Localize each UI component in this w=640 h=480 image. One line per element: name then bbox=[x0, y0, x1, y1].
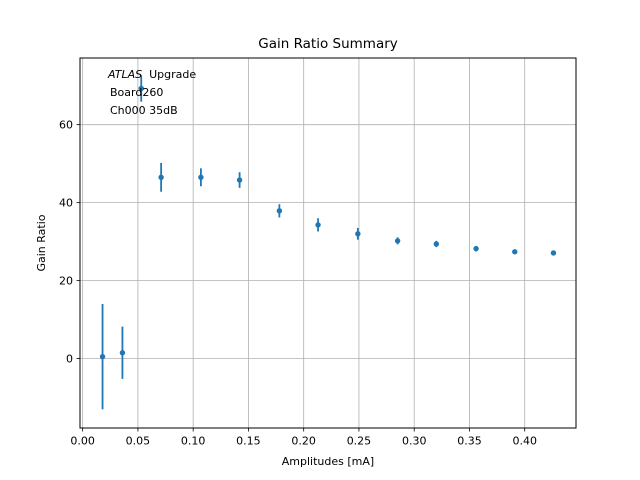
data-point bbox=[276, 208, 283, 214]
x-axis-label: Amplitudes [mA] bbox=[282, 455, 374, 468]
y-axis-label: Gain Ratio bbox=[35, 214, 48, 271]
x-tick-label: 0.30 bbox=[402, 435, 427, 448]
x-tick-label: 0.00 bbox=[70, 435, 95, 448]
x-tick-label: 0.15 bbox=[236, 435, 261, 448]
data-point bbox=[119, 350, 126, 356]
annotation-line2: Board260 bbox=[110, 86, 163, 99]
data-point bbox=[158, 174, 164, 181]
data-point bbox=[433, 241, 440, 247]
data-point bbox=[198, 174, 204, 181]
x-axis-ticks: 0.00 0.05 0.10 0.15 0.20 0.25 0.30 0.35 0.40 bbox=[70, 428, 537, 448]
y-tick-label: 60 bbox=[59, 119, 73, 132]
x-tick-label: 0.05 bbox=[126, 435, 151, 448]
plot-area bbox=[80, 58, 576, 428]
x-tick-label: 0.25 bbox=[347, 435, 372, 448]
y-axis-ticks: 0 20 40 60 bbox=[59, 119, 80, 366]
x-tick-label: 0.40 bbox=[512, 435, 537, 448]
data-point bbox=[315, 222, 321, 228]
x-tick-label: 0.10 bbox=[181, 435, 206, 448]
y-tick-label: 0 bbox=[66, 353, 73, 366]
grid bbox=[80, 58, 576, 428]
y-tick-label: 40 bbox=[59, 197, 73, 210]
chart-title: Gain Ratio Summary bbox=[258, 36, 398, 52]
data-point bbox=[236, 177, 243, 183]
data-point bbox=[473, 245, 479, 252]
data-point bbox=[355, 231, 361, 237]
annotation-line1: ATLAS Upgrade bbox=[107, 68, 196, 81]
data-point bbox=[394, 238, 401, 244]
x-tick-label: 0.35 bbox=[457, 435, 482, 448]
data-point bbox=[138, 85, 144, 92]
annotation-upgrade: Upgrade bbox=[149, 68, 196, 81]
data-series bbox=[99, 75, 557, 410]
plot-border bbox=[79, 57, 577, 429]
annotation-line3: Ch000 35dB bbox=[110, 104, 178, 117]
annotation-experiment: ATLAS bbox=[107, 68, 142, 81]
data-point bbox=[550, 250, 557, 256]
y-tick-label: 20 bbox=[59, 275, 73, 288]
data-point bbox=[512, 249, 518, 255]
x-tick-label: 0.20 bbox=[291, 435, 316, 448]
data-point bbox=[99, 353, 106, 360]
